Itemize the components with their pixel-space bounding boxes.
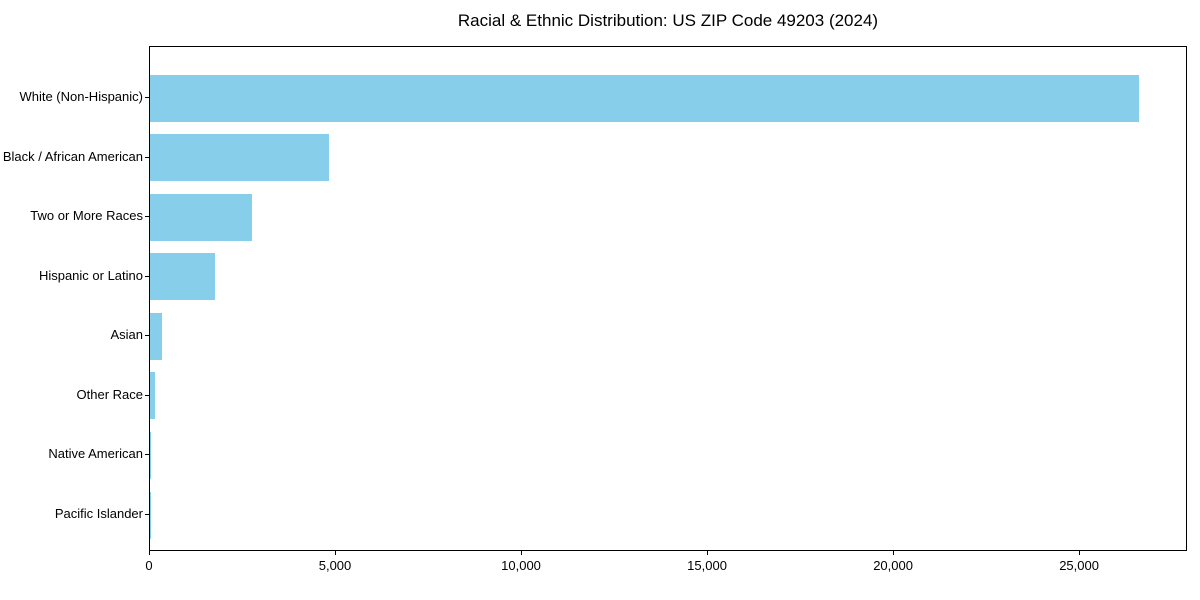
x-tick-label: 15,000: [687, 558, 727, 573]
chart-title: Racial & Ethnic Distribution: US ZIP Cod…: [457, 11, 879, 30]
bar-asian: [150, 312, 162, 360]
plot-area: [149, 46, 1187, 551]
y-tick-mark: [145, 275, 149, 277]
y-tick-mark: [145, 97, 149, 98]
y-tick-mark: [145, 216, 149, 218]
y-tick-mark: [145, 156, 149, 158]
x-tick-label: 5,000: [318, 558, 352, 573]
y-tick-label: Two or More Races: [30, 208, 143, 224]
y-tick-label: Pacific Islander: [54, 506, 143, 521]
bar-other-race: [150, 372, 156, 420]
y-tick-mark: [145, 514, 149, 515]
bar-pacific-islander: [150, 491, 151, 539]
x-tick-label: 25,000: [1059, 558, 1099, 573]
y-tick-mark: [145, 335, 149, 337]
y-tick-mark: [145, 454, 149, 456]
x-tick-mark: [521, 551, 523, 555]
bar-two-or-more-races: [150, 193, 253, 241]
x-tick-label: 0: [145, 558, 153, 573]
bar-native-american: [150, 431, 152, 479]
bar-white-non-hispanic: [150, 74, 1139, 122]
x-tick-mark: [707, 551, 709, 555]
y-tick-label: Other Race: [76, 386, 143, 402]
x-tick-mark: [149, 551, 150, 555]
bar-black-african-american: [150, 134, 329, 182]
y-tick-label: Asian: [110, 327, 143, 343]
y-tick-label: White (Non-Hispanic): [19, 89, 143, 104]
y-tick-label: Hispanic or Latino: [38, 267, 143, 283]
x-tick-label: 20,000: [873, 558, 913, 573]
x-tick-mark: [335, 551, 337, 555]
y-tick-mark: [145, 394, 149, 396]
y-tick-label: Native American: [48, 446, 143, 462]
x-tick-mark: [893, 551, 895, 555]
y-tick-label: Black / African American: [2, 148, 143, 164]
bar-hispanic-or-latino: [150, 253, 216, 301]
x-tick-mark: [1079, 551, 1081, 555]
x-tick-label: 10,000: [501, 558, 541, 573]
